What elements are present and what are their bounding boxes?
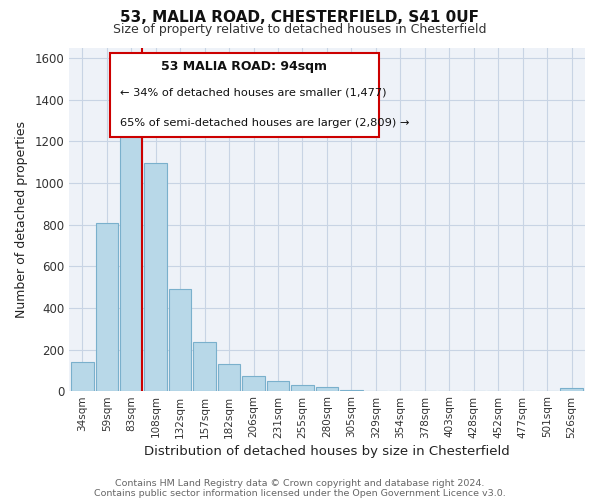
- Bar: [95, 222, 118, 392]
- Bar: [71, 362, 94, 392]
- FancyBboxPatch shape: [110, 52, 379, 137]
- Text: Contains public sector information licensed under the Open Government Licence v3: Contains public sector information licen…: [94, 488, 506, 498]
- Bar: [145, 163, 167, 392]
- Bar: [193, 342, 216, 392]
- Text: Contains HM Land Registry data © Crown copyright and database right 2024.: Contains HM Land Registry data © Crown c…: [115, 478, 485, 488]
- Bar: [267, 381, 289, 392]
- Bar: [560, 388, 583, 392]
- Bar: [242, 376, 265, 392]
- Text: 65% of semi-detached houses are larger (2,809) →: 65% of semi-detached houses are larger (…: [121, 118, 410, 128]
- Bar: [218, 364, 241, 392]
- Text: Size of property relative to detached houses in Chesterfield: Size of property relative to detached ho…: [113, 22, 487, 36]
- Bar: [316, 387, 338, 392]
- Text: 53, MALIA ROAD, CHESTERFIELD, S41 0UF: 53, MALIA ROAD, CHESTERFIELD, S41 0UF: [121, 10, 479, 25]
- Bar: [291, 385, 314, 392]
- Text: 53 MALIA ROAD: 94sqm: 53 MALIA ROAD: 94sqm: [161, 60, 328, 72]
- Text: ← 34% of detached houses are smaller (1,477): ← 34% of detached houses are smaller (1,…: [121, 87, 387, 97]
- Y-axis label: Number of detached properties: Number of detached properties: [15, 121, 28, 318]
- X-axis label: Distribution of detached houses by size in Chesterfield: Distribution of detached houses by size …: [144, 444, 510, 458]
- Bar: [340, 390, 362, 392]
- Bar: [169, 289, 191, 392]
- Bar: [120, 120, 142, 392]
